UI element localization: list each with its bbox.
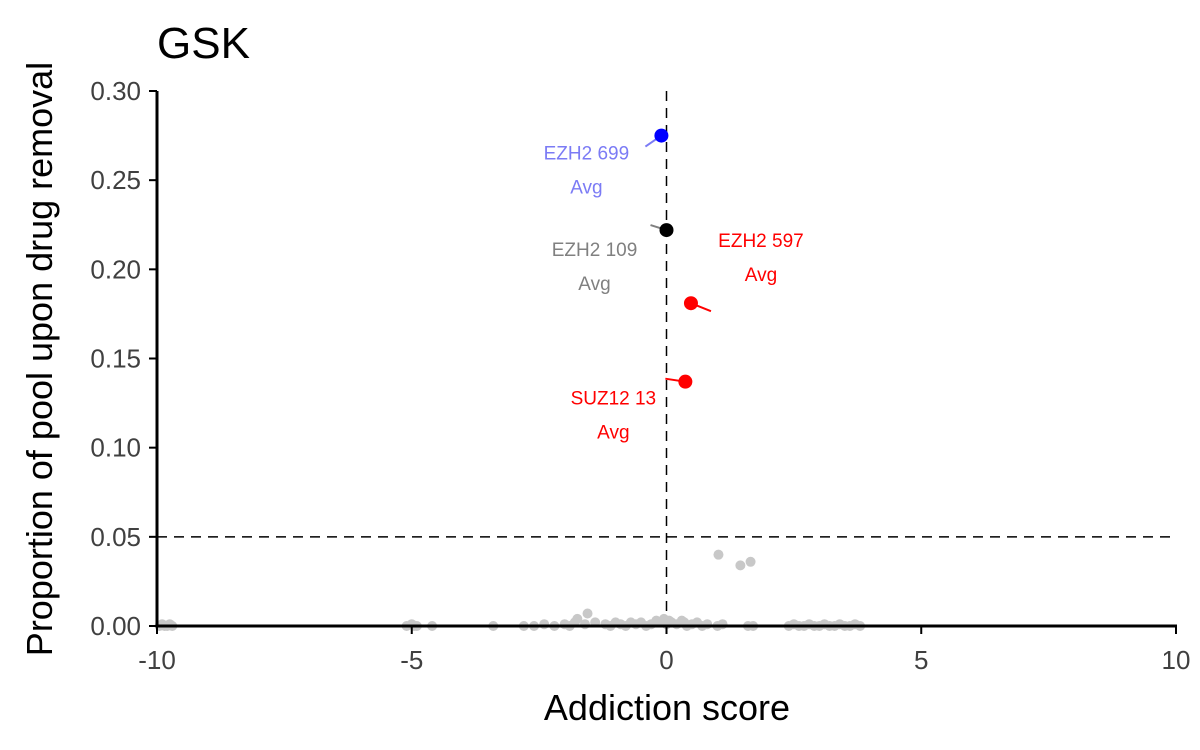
point-label-sub: Avg [578,274,610,295]
chart-title: GSK [157,19,250,68]
y-tick-label: 0.30 [90,76,141,106]
highlighted-point [659,223,674,238]
point-label-name: SUZ12 13 [571,389,657,410]
background-point [717,619,728,630]
background-point [572,613,583,624]
y-tick-label: 0.15 [90,344,141,374]
highlighted-point [683,296,698,311]
point-label-name: EZH2 597 [718,231,804,252]
highlighted-point [654,128,669,143]
point-label-sub: Avg [570,178,602,199]
point-label-name: EZH2 699 [544,144,630,165]
point-label-sub: Avg [745,265,777,286]
reference-lines [157,91,1176,626]
background-point [702,619,713,630]
y-axis-ticks: 0.00 0.05 0.10 0.15 0.20 0.25 0.30 [90,76,157,641]
x-tick-label: 5 [914,645,928,675]
highlighted-points [654,128,698,389]
x-axis-title: Addiction score [544,687,790,728]
y-tick-label: 0.20 [90,254,141,284]
highlighted-point [678,374,693,389]
x-tick-label: 10 [1162,645,1191,675]
y-tick-label: 0.25 [90,165,141,195]
background-point [582,608,593,619]
background-points [154,549,866,631]
y-axis-title: Proportion of pool upon drug removal [19,62,60,656]
y-tick-label: 0.10 [90,433,141,463]
background-point [735,560,746,571]
x-tick-label: -5 [400,645,423,675]
background-point [713,549,724,560]
axes [155,91,1177,628]
x-axis-ticks: -10 -5 0 5 10 [138,626,1190,675]
point-label-name: EZH2 109 [552,240,638,261]
y-tick-label: 0.05 [90,522,141,552]
label-leader-lines [644,134,712,383]
background-point [579,619,590,630]
background-point [745,556,756,567]
point-label-sub: Avg [597,423,629,444]
y-tick-label: 0.00 [90,611,141,641]
x-tick-label: 0 [659,645,673,675]
point-labels: EZH2 699 Avg EZH2 109 Avg EZH2 597 Avg SUZ12 1… [544,144,804,444]
background-point [539,619,550,630]
x-tick-label: -10 [138,645,176,675]
